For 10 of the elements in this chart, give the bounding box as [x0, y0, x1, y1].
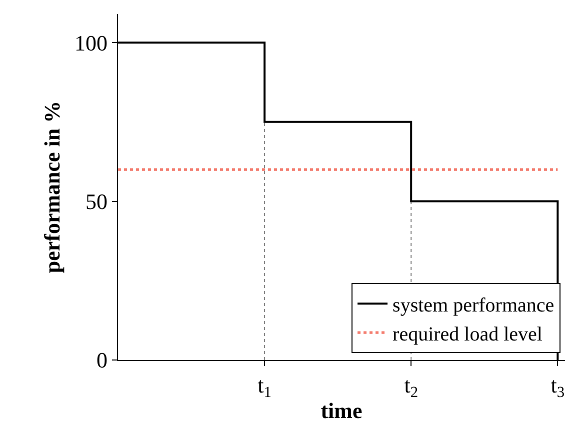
legend-label: required load level — [392, 323, 543, 346]
y-axis-title: performance in % — [39, 100, 64, 274]
x-tick-label: t$_{2}$ — [404, 372, 418, 402]
y-tick-label: 100 — [74, 30, 108, 56]
x-tick-label: t$_{1}$ — [258, 372, 272, 402]
y-tick-label: 0 — [96, 348, 108, 373]
x-tick-label: t$_{3}$ — [550, 372, 565, 402]
y-tick-label: 50 — [86, 188, 108, 214]
legend-label: system performance — [392, 294, 554, 316]
x-axis-title: time — [320, 398, 362, 423]
